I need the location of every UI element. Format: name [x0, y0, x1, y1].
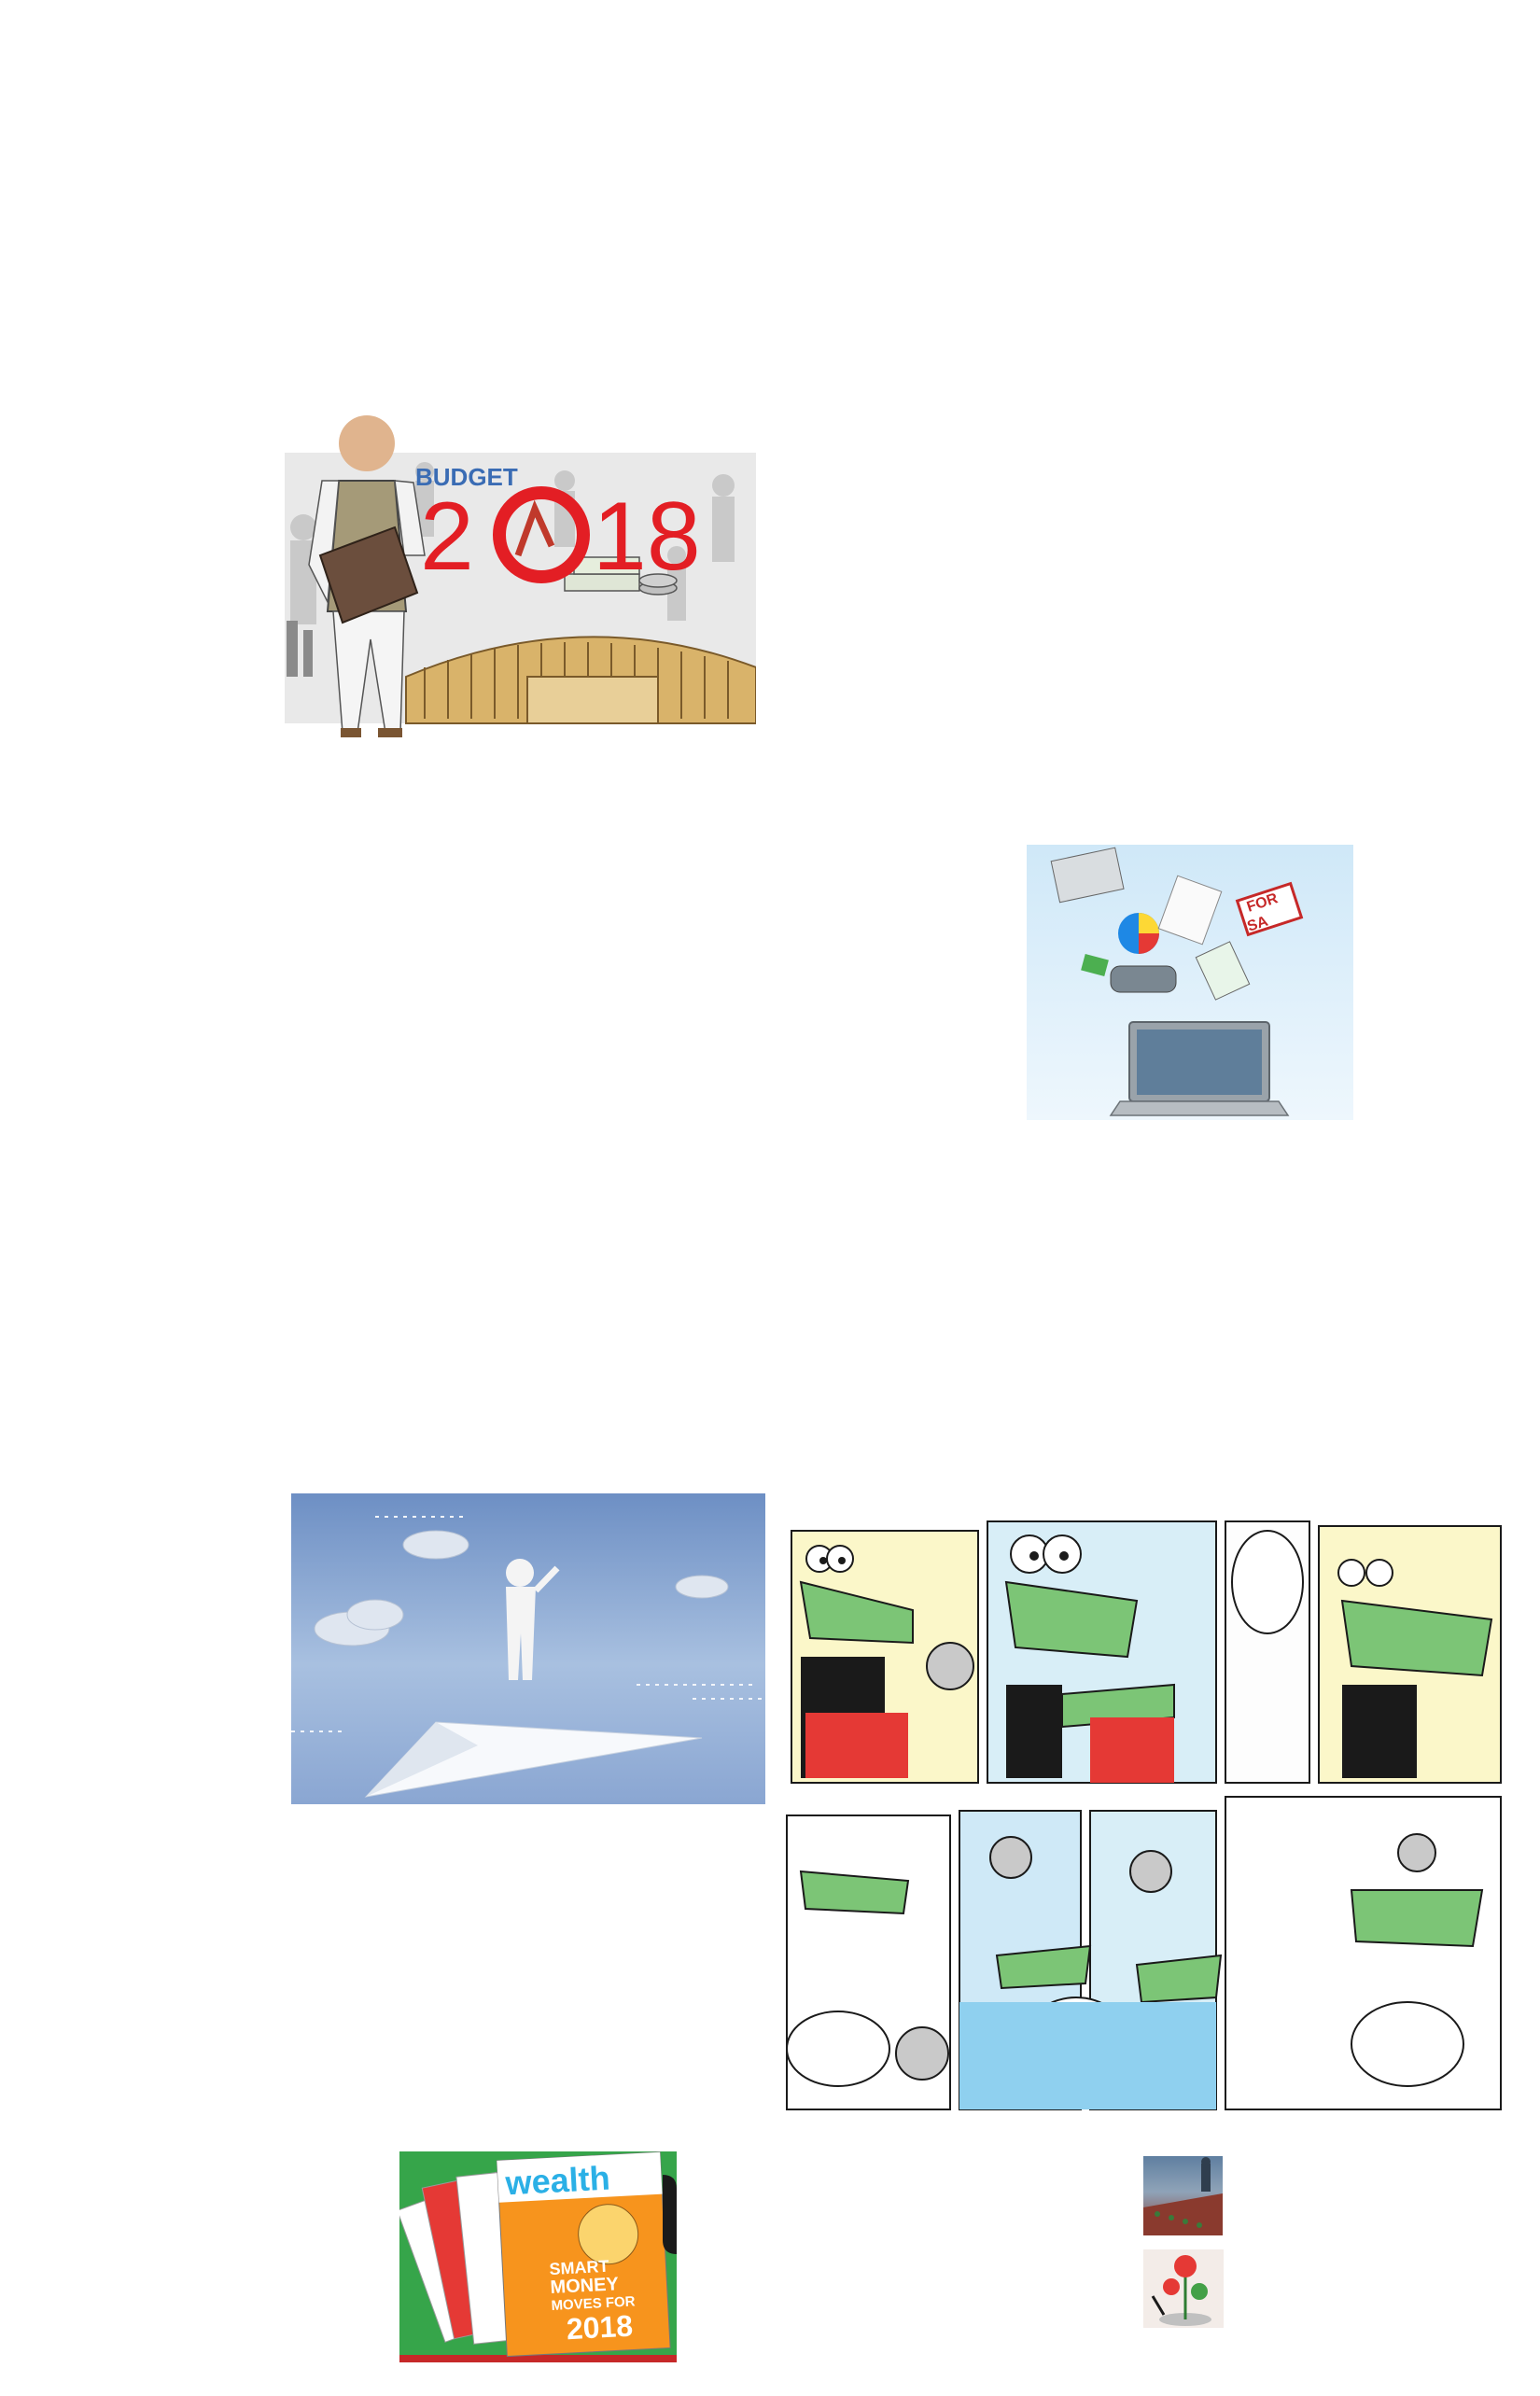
- headline-moves-for: MOVES FOR: [551, 2293, 636, 2314]
- budget-2018-illustration[interactable]: BUDGET 2 18: [285, 415, 756, 770]
- headline-year: 2018: [566, 2309, 634, 2347]
- paper-plane-illustration[interactable]: [291, 1493, 765, 1804]
- year-18: 18: [593, 483, 701, 591]
- headline-money: MONEY: [550, 2274, 620, 2298]
- budget-word: BUDGET: [415, 463, 518, 491]
- year-zero-circle: [493, 486, 590, 583]
- headline-smart: SMART: [549, 2257, 609, 2278]
- thumbnail-money-plant-image[interactable]: [1143, 2249, 1224, 2328]
- laptop-illustration[interactable]: FOR SA: [1027, 845, 1353, 1120]
- year-2: 2: [420, 483, 474, 591]
- wealth-magazine-promo[interactable]: wealth SMART MONEY MOVES FOR 2018: [399, 2151, 677, 2362]
- magazine-masthead: wealth: [504, 2159, 611, 2203]
- thumbnail-field-image[interactable]: [1143, 2156, 1223, 2235]
- graph-arrow-icon: [514, 499, 555, 557]
- comic-strip-illustration[interactable]: [782, 1479, 1505, 2116]
- for-sale-sign-text-2: SA: [1245, 913, 1270, 934]
